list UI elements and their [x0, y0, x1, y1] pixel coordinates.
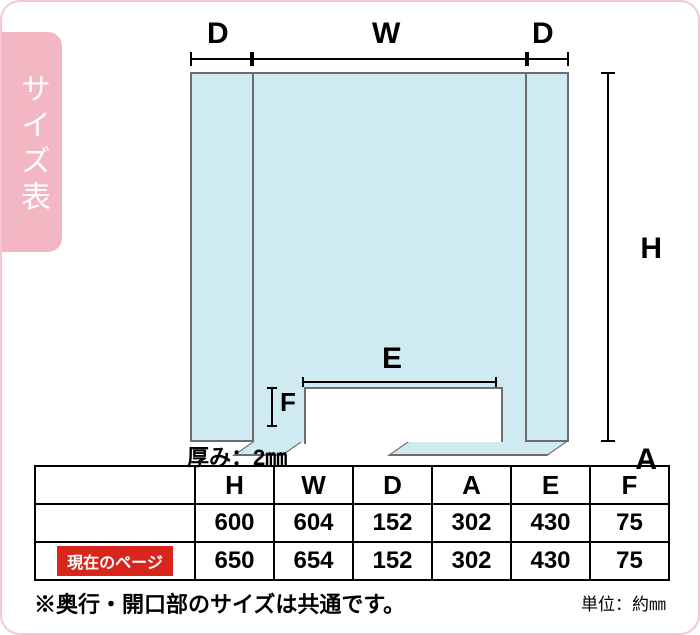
page: サイズ表 D W D H A E F 厚み：2㎜ H W D — [0, 0, 700, 635]
dim-bar-d-left — [190, 52, 252, 66]
dim-bar-w — [252, 52, 527, 66]
cell: 650 — [195, 542, 274, 580]
table-row: 60060415230243075 — [35, 504, 669, 542]
cell: 75 — [590, 542, 669, 580]
dim-bar-f — [267, 387, 277, 427]
cell: 75 — [590, 504, 669, 542]
col-d: D — [353, 466, 432, 504]
dim-bar-d-right — [527, 52, 569, 66]
cell: 654 — [274, 542, 353, 580]
table-header-row: H W D A E F — [35, 466, 669, 504]
dim-label-d-right: D — [532, 17, 554, 51]
dim-bar-e — [302, 377, 497, 387]
dim-label-f: F — [280, 387, 296, 418]
row-label — [35, 504, 195, 542]
cell: 302 — [432, 504, 511, 542]
table-body: 60060415230243075 現在のページ 65065415230243075 — [35, 504, 669, 580]
dim-bar-h — [601, 72, 615, 442]
col-a: A — [432, 466, 511, 504]
footnote: ※奥行・開口部のサイズは共通です。 — [34, 587, 405, 619]
col-h: H — [195, 466, 274, 504]
dim-label-h: H — [640, 232, 662, 266]
col-f: F — [590, 466, 669, 504]
size-table: H W D A E F 60060415230243075 現在のページ 65065… — [34, 465, 670, 581]
table-row: 現在のページ 65065415230243075 — [35, 542, 669, 580]
col-e: E — [511, 466, 590, 504]
current-page-badge: 現在のページ — [57, 546, 173, 576]
product-diagram: D W D H A E F 厚み：2㎜ — [162, 17, 602, 467]
cell: 152 — [353, 504, 432, 542]
panel-left-wing — [190, 72, 252, 442]
cell: 302 — [432, 542, 511, 580]
panel-base-right — [387, 442, 567, 456]
unit-note: 単位：約㎜ — [581, 590, 666, 615]
panel-right-wing — [527, 72, 569, 442]
side-label: サイズ表 — [2, 32, 62, 252]
table-header-blank — [35, 466, 195, 504]
cell: 600 — [195, 504, 274, 542]
dim-label-w: W — [372, 17, 400, 51]
row-label: 現在のページ — [35, 542, 195, 580]
cell: 152 — [353, 542, 432, 580]
dim-label-e: E — [382, 342, 402, 376]
cell: 430 — [511, 542, 590, 580]
cell: 604 — [274, 504, 353, 542]
cell: 430 — [511, 504, 590, 542]
dim-label-d-left: D — [207, 17, 229, 51]
col-w: W — [274, 466, 353, 504]
